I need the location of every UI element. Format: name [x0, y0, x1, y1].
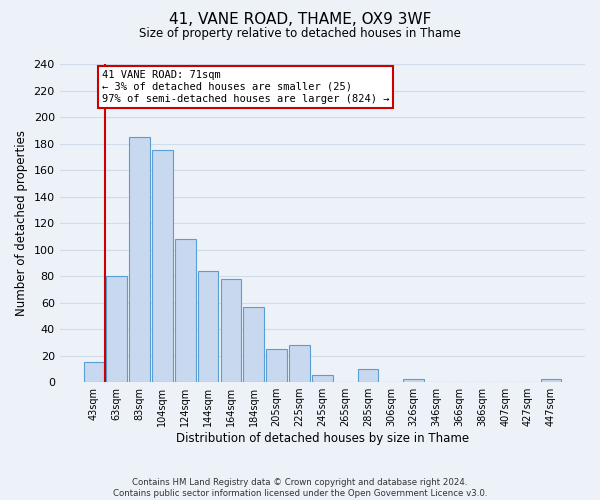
Bar	[244, 306, 264, 382]
Text: 41 VANE ROAD: 71sqm
← 3% of detached houses are smaller (25)
97% of semi-detache: 41 VANE ROAD: 71sqm ← 3% of detached hou…	[101, 70, 389, 104]
Text: 41, VANE ROAD, THAME, OX9 3WF: 41, VANE ROAD, THAME, OX9 3WF	[169, 12, 431, 28]
Bar	[152, 150, 173, 382]
X-axis label: Distribution of detached houses by size in Thame: Distribution of detached houses by size …	[176, 432, 469, 445]
Bar	[175, 239, 196, 382]
Bar	[312, 376, 332, 382]
Bar	[221, 278, 241, 382]
Bar	[198, 271, 218, 382]
Bar	[266, 349, 287, 382]
Text: Size of property relative to detached houses in Thame: Size of property relative to detached ho…	[139, 28, 461, 40]
Bar	[358, 369, 379, 382]
Bar	[541, 380, 561, 382]
Bar	[289, 345, 310, 382]
Bar	[129, 137, 150, 382]
Text: Contains HM Land Registry data © Crown copyright and database right 2024.
Contai: Contains HM Land Registry data © Crown c…	[113, 478, 487, 498]
Bar	[106, 276, 127, 382]
Bar	[403, 380, 424, 382]
Y-axis label: Number of detached properties: Number of detached properties	[15, 130, 28, 316]
Bar	[83, 362, 104, 382]
